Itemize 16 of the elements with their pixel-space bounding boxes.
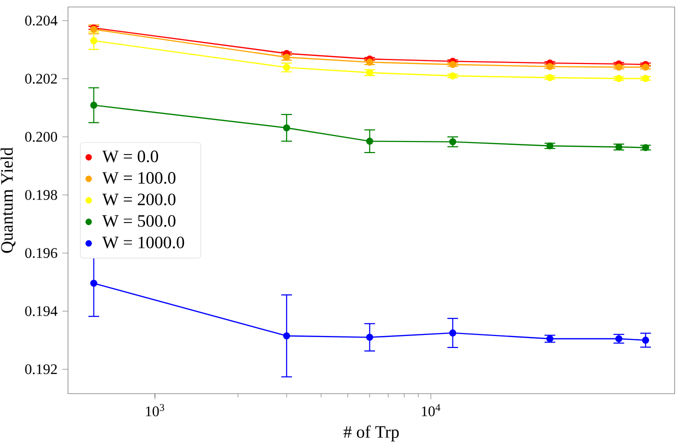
y-tick-label: 0.204: [25, 16, 58, 26]
legend-label: W = 200.0: [102, 194, 176, 206]
y-tick-label: 0.196: [25, 248, 58, 258]
y-tick-label: 0.192: [25, 364, 57, 374]
y-tick-label: 0.194: [25, 306, 58, 316]
legend-label: W = 500.0: [102, 215, 176, 227]
x-axis-title: # of Trp: [344, 425, 399, 442]
legend-label: W = 1000.0: [102, 236, 184, 248]
legend-label: W = 0.0: [102, 150, 158, 162]
y-tick-label: 0.202: [25, 74, 57, 84]
y-tick-label: 0.200: [25, 132, 58, 142]
y-tick-label: 0.198: [25, 190, 58, 200]
x-tick-label: 10$^{3}$: [146, 404, 164, 416]
legend-label: W = 100.0: [102, 172, 176, 184]
y-axis-title: Quantum Yield: [0, 147, 16, 253]
x-tick-label: 10$^{4}$: [422, 404, 440, 416]
